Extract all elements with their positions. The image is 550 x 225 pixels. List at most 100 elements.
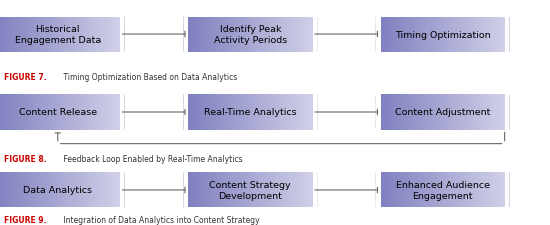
Bar	[432, 95, 433, 130]
Bar	[6, 173, 8, 207]
Bar	[423, 173, 425, 207]
Bar	[15, 95, 18, 130]
Bar	[21, 173, 23, 207]
Bar	[84, 95, 86, 130]
Bar	[1, 95, 3, 130]
Bar	[213, 95, 215, 130]
Bar	[58, 173, 59, 207]
Bar	[97, 18, 99, 52]
Bar	[192, 95, 194, 130]
Bar	[44, 173, 46, 207]
Bar	[442, 18, 443, 52]
Bar	[417, 173, 419, 207]
Bar	[117, 18, 119, 52]
Bar	[64, 95, 66, 130]
Bar	[434, 18, 436, 52]
Bar	[417, 95, 419, 130]
Bar	[18, 173, 20, 207]
Bar	[52, 95, 53, 130]
Bar	[260, 18, 262, 52]
Bar	[211, 18, 212, 52]
Bar	[3, 18, 5, 52]
Bar	[58, 18, 59, 52]
Bar	[27, 95, 29, 130]
Bar	[310, 18, 311, 52]
Bar	[22, 95, 24, 130]
Bar	[60, 173, 62, 207]
Bar	[51, 95, 52, 130]
Bar	[453, 18, 454, 52]
Bar	[437, 95, 438, 130]
Bar	[432, 18, 433, 52]
Bar	[10, 95, 13, 130]
Bar	[188, 173, 190, 207]
Bar	[0, 173, 1, 207]
Bar	[305, 173, 306, 207]
Text: Timing Optimization: Timing Optimization	[395, 30, 491, 39]
Bar	[57, 95, 58, 130]
Bar	[85, 173, 87, 207]
Bar	[390, 95, 393, 130]
Bar	[269, 173, 271, 207]
Bar	[274, 18, 276, 52]
Bar	[440, 18, 442, 52]
Bar	[24, 173, 26, 207]
Bar	[446, 173, 447, 207]
Bar	[13, 95, 15, 130]
Bar	[230, 173, 232, 207]
Bar	[224, 18, 226, 52]
Bar	[41, 18, 42, 52]
Bar	[269, 18, 271, 52]
Bar	[468, 173, 469, 207]
Bar	[302, 18, 304, 52]
Bar	[44, 95, 46, 130]
Bar	[295, 18, 296, 52]
Bar	[17, 95, 19, 130]
Bar	[81, 95, 83, 130]
Bar	[228, 95, 230, 130]
Bar	[497, 18, 499, 52]
Bar	[496, 173, 498, 207]
Bar	[294, 18, 295, 52]
Text: FIGURE 7.: FIGURE 7.	[4, 73, 47, 82]
Bar	[238, 173, 240, 207]
Bar	[229, 95, 231, 130]
Bar	[70, 18, 72, 52]
Bar	[233, 173, 235, 207]
Bar	[464, 95, 465, 130]
Bar	[202, 95, 204, 130]
Bar	[62, 173, 63, 207]
Bar	[229, 173, 231, 207]
Bar	[222, 95, 223, 130]
Bar	[248, 18, 250, 52]
Bar	[459, 173, 461, 207]
Bar	[95, 18, 97, 52]
Bar	[444, 18, 446, 52]
Bar	[7, 95, 9, 130]
Bar	[7, 18, 9, 52]
Bar	[413, 18, 415, 52]
Bar	[284, 173, 285, 207]
Bar	[22, 18, 24, 52]
Bar	[424, 18, 426, 52]
Bar	[42, 18, 43, 52]
Bar	[245, 173, 247, 207]
Bar	[59, 18, 60, 52]
Bar	[73, 18, 74, 52]
Bar	[221, 173, 222, 207]
Bar	[227, 18, 229, 52]
Bar	[382, 173, 384, 207]
Bar	[75, 18, 77, 52]
Bar	[403, 173, 405, 207]
Bar	[59, 95, 60, 130]
Bar	[388, 18, 390, 52]
Bar	[420, 173, 422, 207]
Bar	[33, 173, 35, 207]
Bar	[397, 95, 399, 130]
Bar	[81, 18, 83, 52]
Bar	[299, 95, 300, 130]
Bar	[208, 173, 210, 207]
Bar	[271, 18, 273, 52]
Bar	[305, 95, 306, 130]
Bar	[288, 18, 289, 52]
